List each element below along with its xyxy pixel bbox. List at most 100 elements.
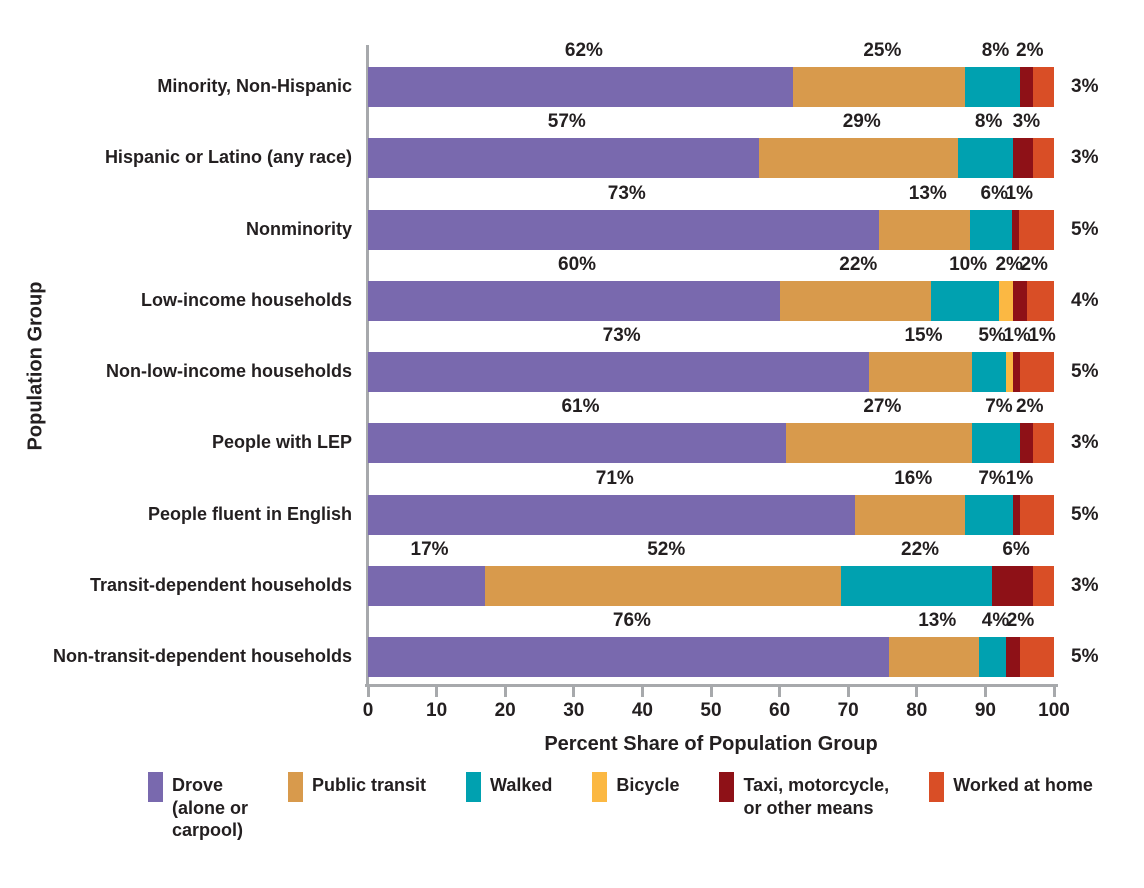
legend-item: Walked bbox=[466, 772, 552, 802]
bar-segment bbox=[368, 67, 794, 107]
chart-row: Hispanic or Latino (any race) 57% 29% 8% 3% 3… bbox=[0, 111, 1144, 179]
legend-item: Bicycle bbox=[592, 772, 679, 802]
value-label: 6% bbox=[980, 182, 1008, 204]
tick-label: 100 bbox=[1038, 700, 1070, 721]
axis-tick bbox=[1052, 687, 1056, 697]
axis-tick bbox=[778, 687, 782, 697]
tick-label: 40 bbox=[631, 700, 653, 721]
value-label: 60% bbox=[558, 253, 597, 275]
bar-segment bbox=[368, 209, 879, 250]
value-label: 2% bbox=[1020, 253, 1048, 275]
bar-segment bbox=[759, 138, 958, 179]
value-label: 7% bbox=[985, 396, 1013, 418]
tick-label: 20 bbox=[494, 700, 516, 721]
bar: 17% 52% 22% 6% 3% bbox=[368, 539, 1098, 606]
legend: Drove (alone or carpool) Public transit Walk… bbox=[148, 772, 1093, 842]
value-label: 22% bbox=[901, 538, 940, 560]
value-label: 27% bbox=[863, 396, 902, 418]
value-label: 1% bbox=[1003, 325, 1031, 346]
axis-tick bbox=[435, 687, 439, 697]
legend-swatch bbox=[288, 772, 304, 802]
legend-label: Worked at home bbox=[953, 772, 1093, 797]
bar-segment bbox=[1005, 637, 1020, 677]
chart-row: Non-low-income households 73% 15% 5% 1% 1% 5% bbox=[0, 325, 1144, 392]
bar-segment bbox=[368, 280, 780, 321]
legend-item: Taxi, motorcycle, or other means bbox=[719, 772, 889, 819]
value-label-right: 3% bbox=[1071, 574, 1099, 596]
value-label: 2% bbox=[1016, 40, 1044, 61]
bar: 71% 16% 7% 1% 5% bbox=[368, 468, 1098, 535]
category-label: People with LEP bbox=[211, 432, 352, 453]
legend-label-line: Public transit bbox=[312, 775, 427, 795]
bar-segment bbox=[841, 565, 993, 606]
bar-segment bbox=[368, 565, 485, 606]
bar-segment bbox=[1033, 565, 1054, 606]
bar-segment bbox=[971, 352, 1006, 392]
legend-label: Bicycle bbox=[616, 772, 679, 797]
value-label-right: 5% bbox=[1071, 646, 1099, 667]
legend-swatch bbox=[466, 772, 482, 802]
x-axis-line bbox=[365, 684, 1058, 687]
legend-label-line: Worked at home bbox=[953, 775, 1093, 795]
value-label-right: 3% bbox=[1071, 432, 1099, 454]
legend-swatch bbox=[929, 772, 945, 802]
category-label: Non-transit-dependent households bbox=[53, 646, 352, 667]
value-label: 29% bbox=[842, 111, 881, 133]
bar: 76% 13% 4% 2% 5% bbox=[368, 610, 1098, 677]
bar: 62% 25% 8% 2% 3% bbox=[368, 40, 1098, 107]
value-label: 13% bbox=[918, 610, 957, 631]
chart-row: People with LEP 61% 27% 7% 2% 3% bbox=[0, 396, 1144, 464]
value-label-right: 5% bbox=[1071, 218, 1099, 240]
value-label-right: 4% bbox=[1071, 289, 1099, 311]
category-label: Transit-dependent households bbox=[89, 574, 352, 595]
value-label: 4% bbox=[981, 610, 1010, 631]
value-label: 1% bbox=[1005, 182, 1033, 204]
legend-item: Drove (alone or carpool) bbox=[148, 772, 248, 842]
legend-label-line: Bicycle bbox=[616, 775, 680, 795]
chart-row: People fluent in English 71% 16% 7% 1% 5% bbox=[0, 468, 1144, 535]
bar-segment bbox=[1019, 209, 1054, 250]
bar: 73% 13% 6% 1% 5% bbox=[368, 183, 1098, 250]
category-label: Minority, Non-Hispanic bbox=[157, 76, 352, 97]
legend-swatch bbox=[592, 772, 608, 802]
value-label: 8% bbox=[974, 111, 1003, 133]
value-label: 7% bbox=[978, 467, 1006, 489]
value-label-right: 3% bbox=[1071, 147, 1099, 169]
category-label: Low-income households bbox=[140, 289, 352, 310]
tick-label: 30 bbox=[563, 700, 585, 721]
bar-segment bbox=[1012, 280, 1027, 321]
bar-segment bbox=[1033, 138, 1054, 179]
legend-label-line: carpool) bbox=[172, 820, 244, 840]
bar-segment bbox=[868, 352, 972, 392]
bar-segment bbox=[971, 423, 1020, 464]
bar-segment bbox=[964, 67, 1020, 107]
value-label: 2% bbox=[1016, 396, 1044, 418]
value-label: 6% bbox=[1002, 538, 1030, 560]
bar-segment bbox=[368, 352, 869, 392]
bar-segment bbox=[484, 565, 842, 606]
bar-segment bbox=[1019, 67, 1034, 107]
tick-label: 70 bbox=[837, 700, 859, 721]
chart-row: Nonminority 73% 13% 6% 1% 5% bbox=[0, 183, 1144, 250]
legend-swatch bbox=[719, 772, 735, 802]
legend-label: Public transit bbox=[312, 772, 426, 797]
bar-segment bbox=[855, 494, 965, 535]
value-label: 16% bbox=[894, 467, 933, 489]
value-label: 25% bbox=[863, 40, 902, 61]
value-label: 22% bbox=[839, 253, 878, 275]
bar-segment bbox=[793, 67, 965, 107]
value-label-right: 3% bbox=[1071, 76, 1099, 97]
bar: 73% 15% 5% 1% 1% 5% bbox=[368, 325, 1098, 392]
axis-tick bbox=[915, 687, 919, 697]
legend-item: Public transit bbox=[288, 772, 426, 802]
bar-segment bbox=[1019, 423, 1034, 464]
bar-segment bbox=[889, 637, 979, 677]
bar-segment bbox=[1019, 494, 1054, 535]
x-axis-title: Percent Share of Population Group bbox=[544, 733, 878, 755]
tick-label: 80 bbox=[906, 700, 928, 721]
bar-segment bbox=[1012, 138, 1034, 179]
chart-row: Transit-dependent households 17% 52% 22% 6% 3… bbox=[0, 539, 1144, 606]
value-label: 76% bbox=[612, 610, 651, 631]
value-label: 8% bbox=[981, 40, 1010, 61]
chart-row: Non-transit-dependent households 76% 13% 4%… bbox=[0, 610, 1144, 677]
